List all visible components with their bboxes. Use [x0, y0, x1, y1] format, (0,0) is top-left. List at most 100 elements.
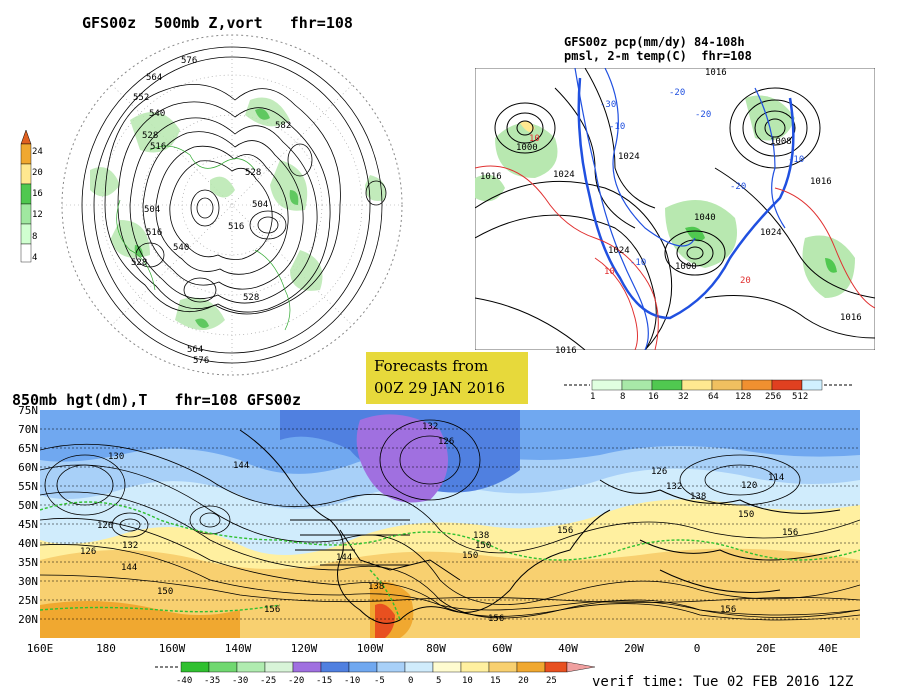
temp-label: -20 [669, 88, 686, 98]
temp-label: -10 [609, 122, 626, 132]
temp-label: 20 [740, 276, 751, 286]
contour-label: 504 [144, 205, 161, 215]
temp-label: 10 [529, 134, 540, 144]
contour-label: 576 [193, 356, 210, 366]
height-label: 150 [738, 510, 755, 520]
lat-label: 30N [18, 575, 38, 588]
panel-850mb-title: 850mb hgt(dm),T fhr=108 GFS00z [12, 391, 301, 409]
lon-label: 20W [624, 642, 644, 655]
isobar-label: 1000 [516, 143, 538, 153]
lat-label: 70N [18, 423, 38, 436]
colorbar-pcp [564, 379, 852, 391]
isobar-label: 1024 [760, 228, 782, 238]
height-label: 156 [488, 614, 505, 624]
lat-label: 25N [18, 594, 38, 607]
height-label: 138 [690, 492, 707, 502]
isobar-label: 1016 [480, 172, 502, 182]
lon-label: 40E [818, 642, 838, 655]
contour-label: 528 [243, 293, 260, 303]
isobar-label: 1016 [555, 346, 577, 356]
height-label: 120 [741, 481, 758, 491]
contour-label: 528 [245, 168, 262, 178]
colorbar-850mb-temp [155, 661, 596, 673]
lat-label: 20N [18, 613, 38, 626]
height-label: 114 [768, 473, 785, 483]
contour-label: 582 [275, 121, 292, 131]
height-label: 144 [233, 461, 250, 471]
temp-label: -20 [695, 110, 712, 120]
contour-label: 516 [146, 228, 163, 238]
isobar-label: 1024 [618, 152, 640, 162]
height-label: 126 [651, 467, 668, 477]
lon-label: 0 [693, 642, 701, 655]
lon-label: 120W [290, 642, 318, 655]
height-label: 132 [422, 422, 439, 432]
panel-pcp-title-line1: GFS00z pcp(mm/dy) 84-108h [564, 35, 745, 49]
colorbar-tick-label: 20 [32, 168, 43, 178]
colorbar-tick-label: -15 [316, 676, 333, 686]
lat-label: 65N [18, 442, 38, 455]
contour-label: 552 [133, 93, 150, 103]
forecast-init-stamp: Forecasts from 00Z 29 JAN 2016 [366, 352, 528, 404]
isobar-label: 1016 [810, 177, 832, 187]
colorbar-tick-label: 32 [678, 392, 689, 402]
contour-label: 576 [181, 56, 198, 66]
colorbar-tick-label: 4 [32, 253, 38, 263]
colorbar-tick-label: 5 [436, 676, 442, 686]
lat-label: 40N [18, 537, 38, 550]
colorbar-tick-label: 25 [546, 676, 557, 686]
colorbar-tick-label: -30 [232, 676, 249, 686]
forecast-stamp-line2: 00Z 29 JAN 2016 [374, 379, 506, 397]
temp-label: 10 [604, 267, 615, 277]
colorbar-tick-label: 8 [620, 392, 626, 402]
colorbar-tick-label: -5 [374, 676, 385, 686]
lat-label: 60N [18, 461, 38, 474]
lat-label: 75N [18, 404, 38, 417]
lon-label: 60W [492, 642, 512, 655]
isobar-label: 1008 [770, 137, 792, 147]
colorbar-500mb-vort [20, 130, 32, 263]
colorbar-tick-label: -40 [176, 676, 193, 686]
height-label: 144 [121, 563, 138, 573]
height-label: 156 [782, 528, 799, 538]
height-label: 132 [122, 541, 139, 551]
panel-500mb-title: GFS00z 500mb Z,vort fhr=108 [82, 14, 353, 32]
colorbar-tick-label: 512 [792, 392, 809, 402]
map-500mb-polar [61, 34, 403, 376]
colorbar-tick-label: 20 [518, 676, 529, 686]
contour-label: 504 [252, 200, 269, 210]
isobar-label: 1024 [608, 246, 630, 256]
colorbar-tick-label: 24 [32, 147, 43, 157]
contour-label: 540 [149, 109, 166, 119]
lon-label: 20E [756, 642, 776, 655]
height-label: 138 [368, 582, 385, 592]
height-label: 130 [108, 452, 125, 462]
forecast-stamp-line1: Forecasts from [374, 357, 489, 375]
lon-label: 100W [356, 642, 384, 655]
colorbar-tick-label: 12 [32, 210, 43, 220]
height-label: 156 [720, 605, 737, 615]
height-label: 150 [475, 541, 492, 551]
colorbar-tick-label: -20 [288, 676, 305, 686]
colorbar-tick-label: -10 [344, 676, 361, 686]
lon-label: 160W [158, 642, 186, 655]
isobar-label: 1016 [705, 68, 727, 78]
colorbar-tick-label: 64 [708, 392, 719, 402]
isobar-label: 1000 [675, 262, 697, 272]
lon-label: 180 [96, 642, 116, 655]
panel-pcp-title-line2: pmsl, 2-m temp(C) fhr=108 [564, 49, 752, 63]
height-label: 126 [97, 521, 114, 531]
map-pcp-pmsl [475, 68, 875, 350]
map-850mb-hgt-temp [40, 410, 860, 638]
lat-label: 50N [18, 499, 38, 512]
temp-label: -30 [600, 100, 617, 110]
isobar-label: 1040 [694, 213, 716, 223]
contour-label: 564 [146, 73, 163, 83]
lat-label: 35N [18, 556, 38, 569]
lon-label: 140W [224, 642, 252, 655]
colorbar-tick-label: 8 [32, 232, 38, 242]
colorbar-tick-label: 128 [735, 392, 752, 402]
lon-label: 80W [426, 642, 446, 655]
contour-label: 516 [150, 142, 167, 152]
height-label: 144 [336, 553, 353, 563]
